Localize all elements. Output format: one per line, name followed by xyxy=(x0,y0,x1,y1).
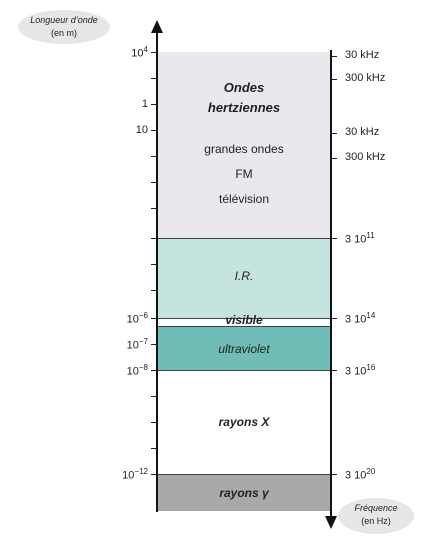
tick-right xyxy=(331,56,337,57)
band-ir-label: I.R. xyxy=(234,269,254,283)
tick-left xyxy=(151,156,157,157)
tick-right xyxy=(331,158,337,159)
band-gamma-label: rayons γ xyxy=(219,486,269,500)
band-xray-label: rayons X xyxy=(218,415,270,429)
frequency-tick-label: 3 1014 xyxy=(345,311,376,326)
band-xray: rayons X xyxy=(157,371,331,474)
band-radio-grandes-ondes: grandes ondes xyxy=(204,142,284,156)
wavelength-label: Longueur d’onde (en m) xyxy=(18,10,110,44)
frequency-tick-label: 300 kHz xyxy=(345,72,386,84)
frequency-tick-label: 3 1011 xyxy=(345,231,375,246)
frequency-tick-label: 3 1016 xyxy=(345,363,376,378)
frequency-unit: (en Hz) xyxy=(361,516,391,526)
tick-left xyxy=(151,130,157,131)
tick-right xyxy=(331,133,337,134)
frequency-arrow-icon xyxy=(325,516,337,529)
frequency-tick-label: 30 kHz xyxy=(345,49,380,61)
wavelength-tick-label: 1 xyxy=(141,98,148,110)
tick-right xyxy=(331,79,337,80)
tick-left xyxy=(151,448,157,449)
band-uv-label: ultraviolet xyxy=(218,342,270,356)
wavelength-axis xyxy=(156,28,158,512)
tick-left xyxy=(151,396,157,397)
tick-left xyxy=(151,208,157,209)
frequency-tick-label: 30 kHz xyxy=(345,126,380,138)
tick-right xyxy=(331,318,337,319)
tick-left xyxy=(151,344,157,345)
wavelength-tick-label: 10 xyxy=(135,124,148,136)
band-radio-title2: hertziennes xyxy=(207,100,281,115)
frequency-label: Fréquence (en Hz) xyxy=(338,498,414,534)
frequency-tick-label: 3 1020 xyxy=(345,467,376,482)
wavelength-unit: (en m) xyxy=(50,28,77,38)
tick-left xyxy=(151,78,157,79)
frequency-tick-label: 300 kHz xyxy=(345,151,386,163)
tick-left xyxy=(151,474,157,475)
tick-left xyxy=(151,182,157,183)
tick-left xyxy=(151,422,157,423)
band-gamma: rayons γ xyxy=(157,474,331,511)
band-radio: Ondes hertziennes grandes ondes FM télév… xyxy=(157,52,331,238)
band-ir: I.R. xyxy=(157,238,331,318)
band-uv: ultraviolet xyxy=(157,327,331,371)
tick-left xyxy=(151,370,157,371)
tick-left xyxy=(151,290,157,291)
band-visible-label: visible xyxy=(225,313,263,327)
frequency-axis xyxy=(330,50,332,518)
tick-left xyxy=(151,264,157,265)
tick-left xyxy=(151,52,157,53)
wavelength-tick-label: 10−7 xyxy=(126,337,148,352)
tick-left xyxy=(151,238,157,239)
band-radio-fm: FM xyxy=(235,167,253,181)
wavelength-title: Longueur d’onde xyxy=(30,15,98,25)
band-radio-title1: Ondes xyxy=(223,80,265,95)
tick-right xyxy=(331,238,337,239)
wavelength-tick-label: 10−12 xyxy=(122,467,148,482)
band-radio-television: télévision xyxy=(218,192,270,206)
wavelength-tick-label: 10−8 xyxy=(126,363,148,378)
tick-left xyxy=(151,318,157,319)
wavelength-tick-label: 104 xyxy=(131,45,148,60)
tick-right xyxy=(331,474,337,475)
wavelength-arrow-icon xyxy=(151,20,163,33)
tick-right xyxy=(331,370,337,371)
tick-left xyxy=(151,104,157,105)
frequency-title: Fréquence xyxy=(354,503,398,513)
wavelength-tick-label: 10−6 xyxy=(126,311,148,326)
band-visible: visible xyxy=(157,313,331,327)
